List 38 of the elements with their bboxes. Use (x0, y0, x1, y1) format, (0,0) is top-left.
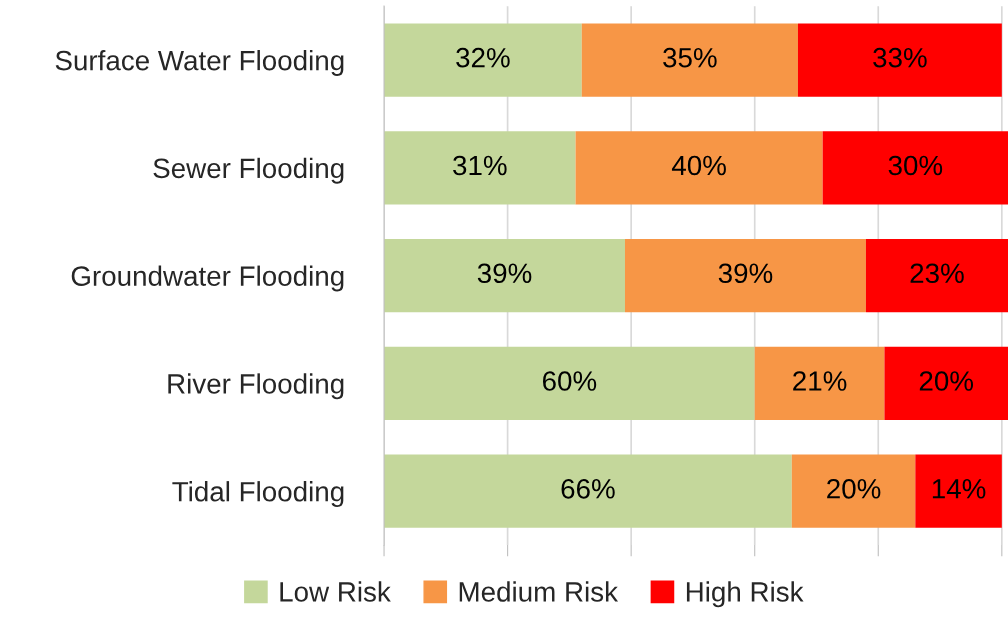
bar (384, 346, 755, 421)
data-label: 33% (873, 47, 927, 68)
bar (865, 238, 1008, 313)
bar (754, 346, 885, 421)
data-label: 40% (671, 155, 726, 176)
bar (575, 131, 823, 205)
data-label: 60% (542, 371, 597, 391)
y-tick-label: Sewer Flooding (153, 157, 344, 184)
data-label: 32% (456, 47, 510, 68)
y-tick-label: River Flooding (168, 373, 344, 400)
data-label: 20% (919, 371, 974, 391)
data-label: 20% (827, 478, 881, 499)
bar (915, 454, 1002, 528)
bar (822, 131, 1008, 205)
data-label: 66% (561, 478, 615, 499)
bar (624, 238, 866, 313)
data-label: 39% (718, 263, 773, 284)
bar (884, 346, 1008, 421)
y-tick-label: Groundwater Flooding (71, 265, 344, 292)
legend-label: Medium Risk (459, 581, 619, 602)
y-tick-label: Tidal Flooding (172, 481, 344, 508)
data-label: 30% (888, 155, 943, 176)
bar (384, 23, 582, 97)
y-tick-label: Surface Water Flooding (55, 50, 344, 76)
data-label: 14% (932, 479, 986, 499)
data-label: 35% (663, 47, 717, 68)
legend-label: High Risk (686, 581, 804, 608)
bar (797, 23, 1002, 97)
bar (384, 131, 576, 205)
bar (384, 238, 625, 313)
data-label: 21% (793, 371, 847, 391)
legend-label: Low Risk (280, 581, 391, 602)
bar (384, 454, 792, 528)
bar (791, 454, 916, 528)
data-label: 31% (453, 155, 507, 176)
data-label: 39% (477, 263, 532, 284)
bar (581, 23, 798, 97)
data-label: 23% (910, 263, 964, 284)
